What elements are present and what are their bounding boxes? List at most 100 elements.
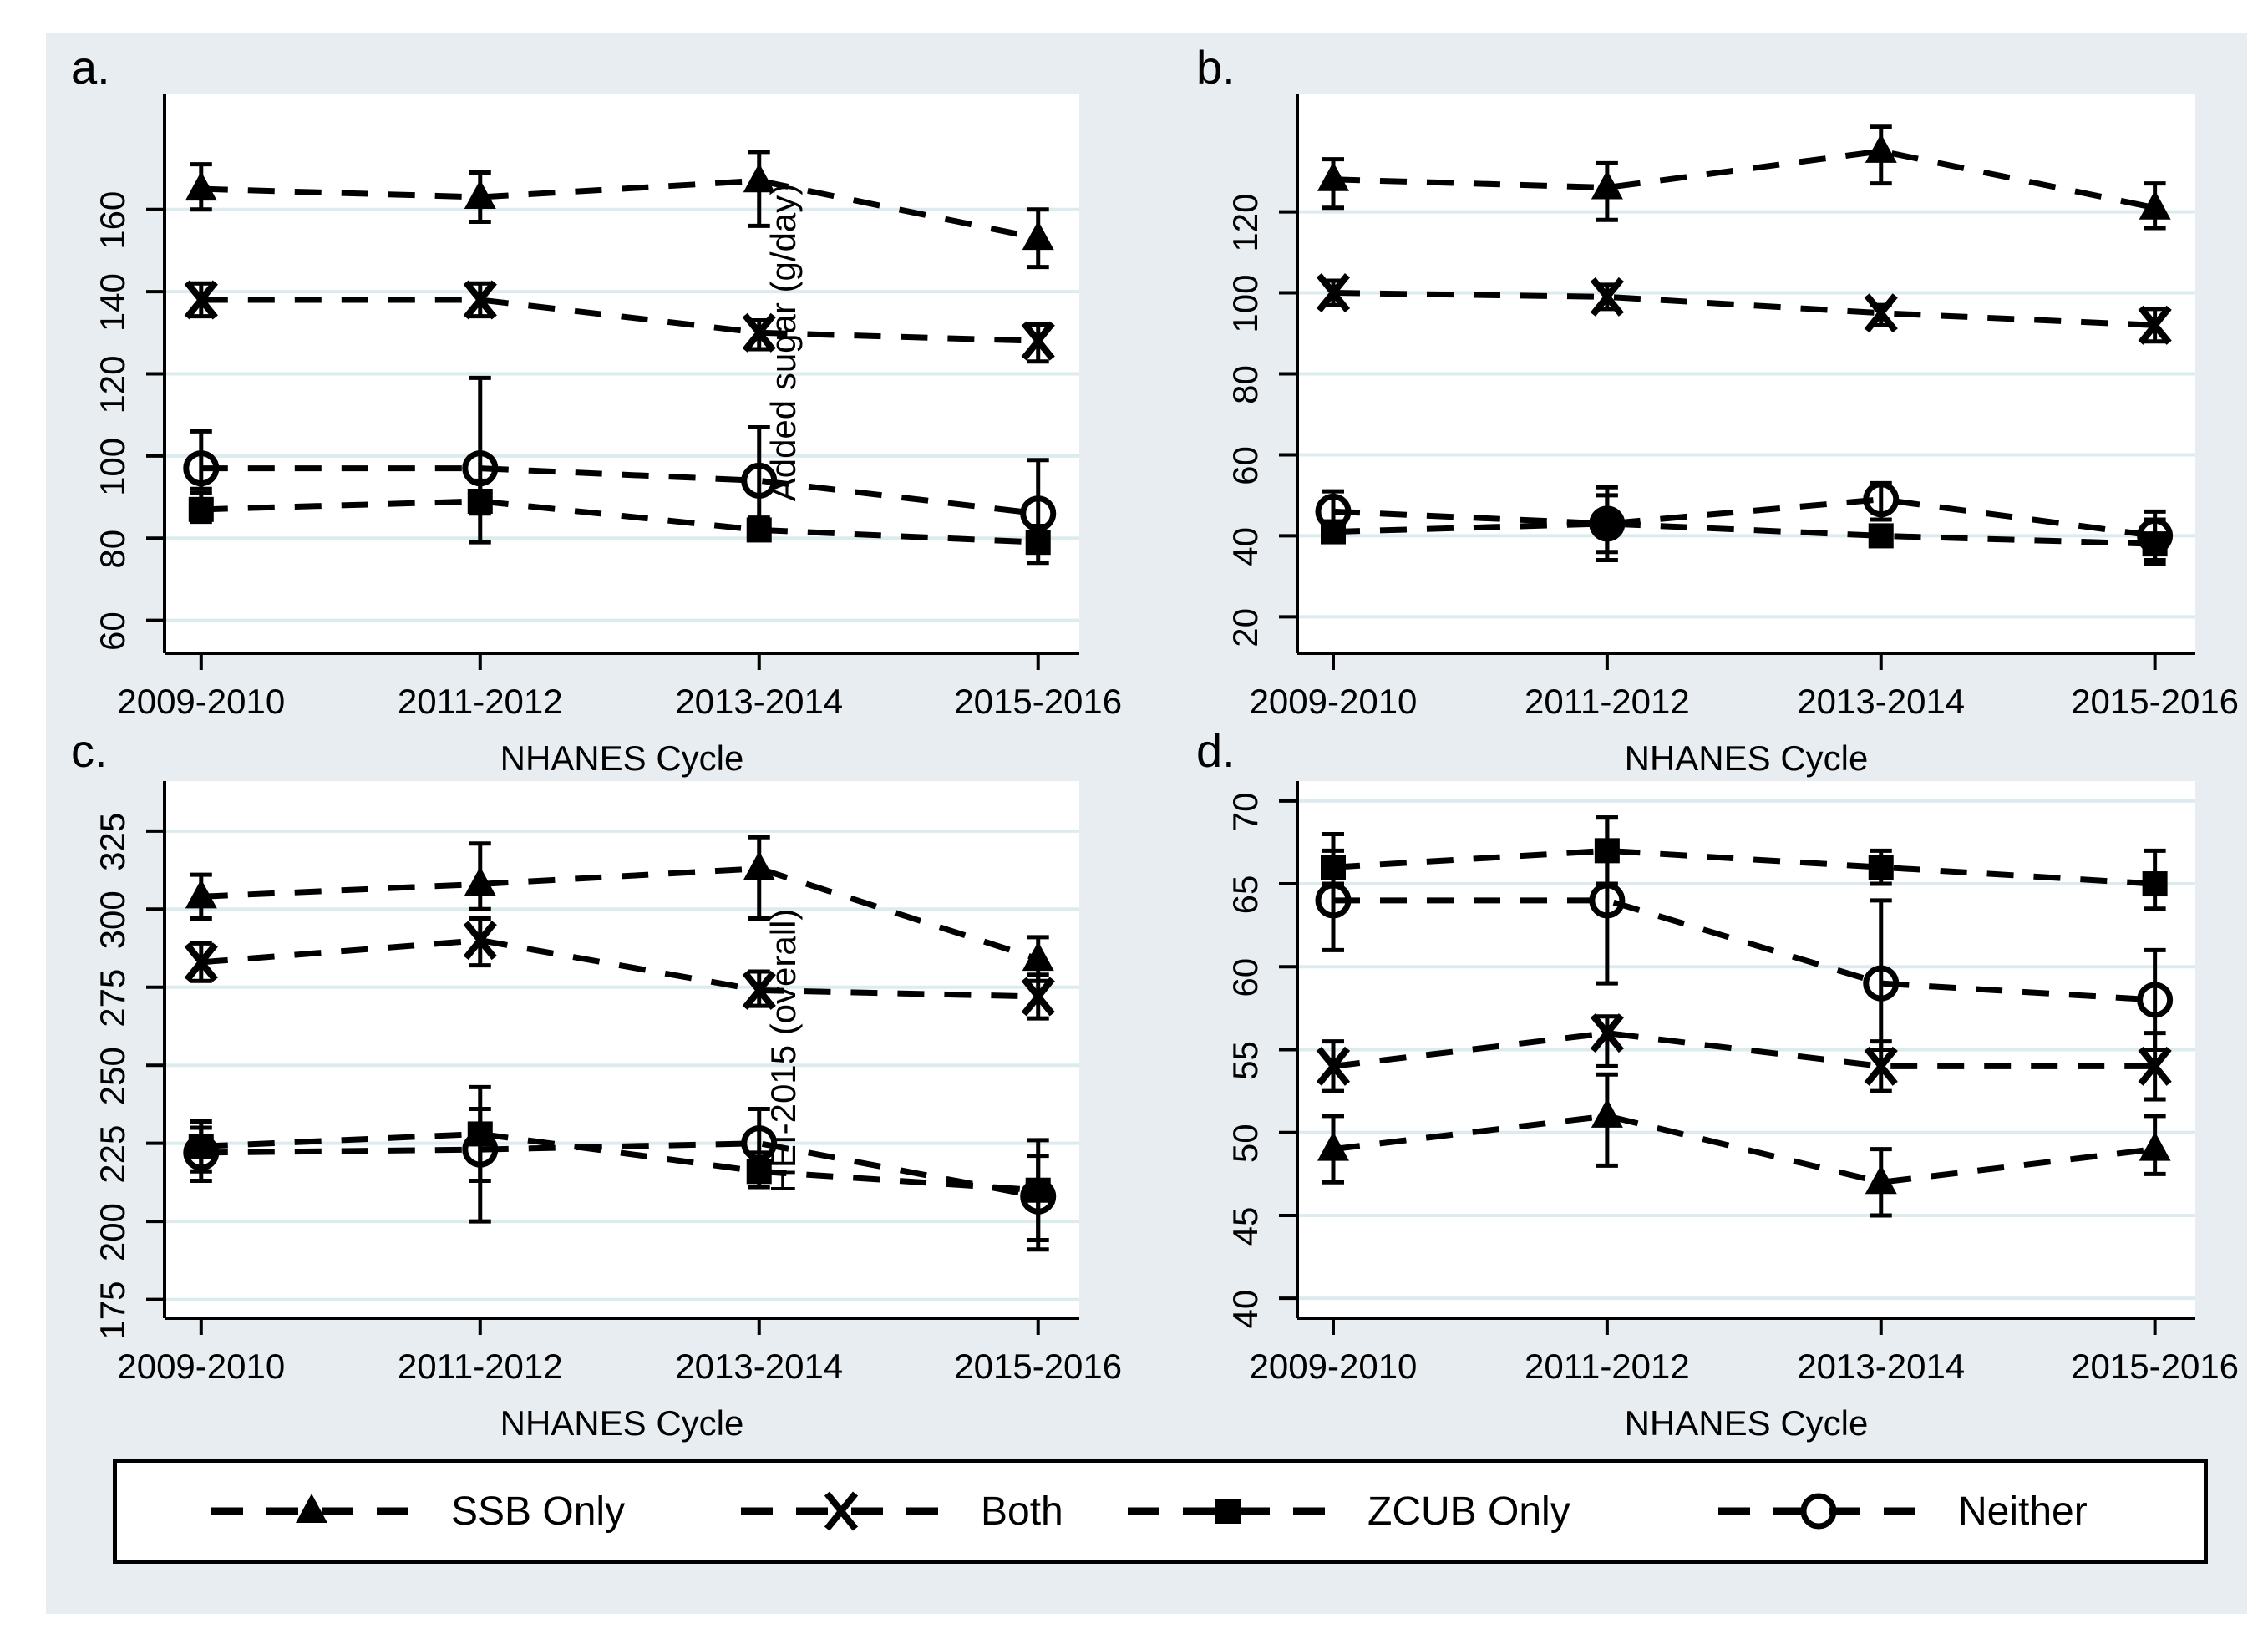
y-tick-label: 70 [1225,792,1265,831]
legend-item-ssb-only: SSB Only [207,1463,625,1560]
y-tick-label: 175 [93,1281,132,1340]
x-tick-label: 2009-2010 [1250,682,1418,721]
series-markers-neither [1315,481,2174,554]
x-tick-label: 2013-2014 [1797,682,1965,721]
triangle-marker-icon [464,179,496,209]
series-markers-zcub-only [1321,510,2168,557]
circle-marker-icon [1863,965,1900,1002]
circle-marker-icon [1315,882,1352,919]
circle-marker-icon [1315,493,1352,530]
y-tick-label: 200 [93,1203,132,1261]
triangle-marker-icon [296,1494,327,1523]
x-tick-label: 2011-2012 [398,1347,563,1386]
y-axis-title: Added sugar (g/day) [764,184,803,502]
y-tick-label: 120 [93,355,132,414]
legend-label: Both [981,1489,1063,1534]
y-tick-label: 65 [1225,875,1265,915]
x-marker-icon [2138,1046,2172,1086]
circle-marker-icon [1020,495,1057,532]
y-tick-label: 60 [1225,958,1265,997]
series-markers-zcub-only [188,488,1051,556]
y-tick-label: 225 [93,1125,132,1184]
circle-marker-icon [462,1131,499,1168]
circle-marker-icon [183,1134,220,1171]
square-marker-icon [2142,871,2168,897]
circle-marker-icon [1589,882,1626,919]
legend-label: SSB Only [451,1489,626,1534]
x-tick-label: 2011-2012 [398,682,563,721]
x-tick-label: 2009-2010 [1250,1347,1418,1386]
circle-marker-icon [2137,982,2174,1018]
triangle-marker-icon [2139,1131,2171,1161]
circle-marker-icon [1020,1178,1057,1215]
triangle-marker-icon [185,171,217,201]
x-marker-icon [1864,293,1898,333]
x-tick-label: 2009-2010 [117,682,285,721]
panel-letter: a. [71,41,110,94]
x-marker-icon [1021,321,1055,361]
x-tick-label: 2011-2012 [1525,1347,1690,1386]
x-marker-icon [1021,977,1055,1017]
triangle-marker-icon [1591,1098,1623,1128]
y-tick-label: 60 [1225,446,1265,485]
x-marker-icon [463,921,497,961]
series-line-both [200,937,1038,1000]
series-line-ssb-only [200,865,1039,962]
x-tick-label: 2009-2010 [117,1347,285,1386]
y-tick-label: 100 [1225,275,1265,333]
circle-marker-icon [1589,505,1626,542]
series-markers-both [184,921,1055,1017]
circle-marker-icon [741,462,778,499]
x-tick-label: 2013-2014 [675,1347,843,1386]
y-tick-label: 80 [93,530,132,569]
x-marker-icon [184,280,218,320]
x-marker-icon [742,970,776,1010]
legend-item-neither: Neither [1714,1463,2088,1560]
series-markers-both [184,280,1055,361]
triangle-marker-icon [464,866,496,896]
series-markers-ssb-only [185,850,1054,972]
triangle-marker-icon [743,850,775,880]
triangle-marker-icon [185,879,217,909]
panel-letter: c. [71,724,108,777]
x-tick-label: 2015-2016 [2071,682,2239,721]
circle-marker-icon [1800,1493,1837,1530]
circle-marker-icon [741,1125,778,1162]
x-marker-icon [1590,1013,1624,1053]
series-markers-neither [1315,882,2174,1018]
x-tick-label: 2015-2016 [954,682,1122,721]
legend-label: Neither [1958,1489,2088,1534]
x-marker-icon [1590,277,1624,317]
y-tick-label: 325 [93,813,132,871]
legend-label: ZCUB Only [1367,1489,1570,1534]
y-tick-label: 50 [1225,1124,1265,1163]
y-tick-label: 20 [1225,608,1265,647]
triangle-marker-icon [743,163,775,193]
square-marker-icon [746,517,772,543]
square-marker-icon [1321,855,1346,880]
x-marker-icon [1316,1046,1351,1086]
triangle-marker-icon [1317,1131,1349,1161]
panel-letter: b. [1196,41,1235,94]
y-tick-label: 45 [1225,1207,1265,1246]
x-tick-label: 2013-2014 [675,682,843,721]
x-tick-label: 2015-2016 [954,1347,1122,1386]
y-tick-label: 120 [1225,194,1265,252]
square-marker-icon [1215,1499,1241,1524]
series-markers-neither [183,450,1057,532]
panel-letter: d. [1196,724,1235,777]
x-marker-icon [742,312,776,353]
y-tick-label: 40 [1225,527,1265,566]
y-tick-label: 160 [93,191,132,250]
x-tick-label: 2015-2016 [2071,1347,2239,1386]
x-axis-title: NHANES Cycle [1625,1403,1869,1443]
series-markers-both [1316,1013,2172,1086]
series-markers-ssb-only [185,163,1054,251]
legend-item-both: Both [737,1463,1063,1560]
x-axis-title: NHANES Cycle [1625,738,1869,778]
square-marker-icon [746,1159,772,1185]
x-marker-icon [1316,273,1351,313]
square-marker-icon [1594,510,1620,536]
square-marker-icon [1128,1499,1328,1524]
